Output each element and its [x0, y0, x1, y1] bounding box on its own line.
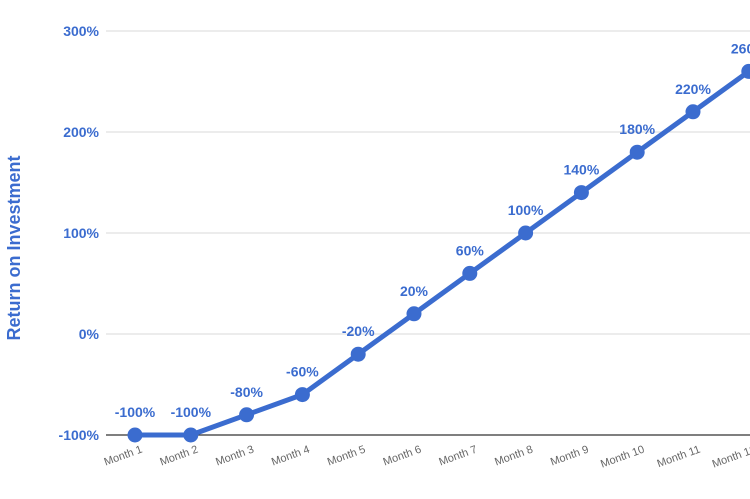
data-label: 60%	[456, 242, 485, 258]
data-label: -100%	[115, 404, 156, 420]
series-line	[132, 68, 750, 438]
series-roi	[127, 63, 750, 443]
x-tick-label: Month 3	[214, 444, 255, 469]
x-tick-label: Month 6	[382, 444, 423, 469]
x-axis-ticks: Month 1 Month 2 Month 3 Month 4 Month 5 Month…	[103, 444, 750, 471]
x-tick-label: Month 2	[158, 444, 199, 469]
data-label: -100%	[171, 404, 212, 420]
y-axis-label: Return on Investment	[4, 155, 24, 340]
data-point	[573, 185, 589, 201]
y-tick-label: 300%	[63, 23, 99, 39]
x-tick-label: Month 8	[493, 444, 534, 469]
data-point	[127, 427, 143, 443]
data-labels: -100% -100% -80% -60% -20% 20% 60% 100% 140% 180%…	[115, 40, 750, 420]
data-label: -20%	[342, 323, 375, 339]
data-point	[350, 346, 366, 362]
data-point	[629, 144, 645, 160]
data-label: -80%	[230, 384, 263, 400]
y-tick-label: 100%	[63, 225, 99, 241]
data-point	[518, 225, 534, 241]
data-label: 180%	[619, 121, 655, 137]
x-tick-label: Month 5	[326, 444, 367, 469]
y-axis-ticks: -100% 0% 100% 200% 300%	[59, 23, 100, 443]
gridlines	[106, 30, 750, 436]
x-tick-label: Month 9	[549, 444, 590, 469]
data-label: 140%	[563, 162, 599, 178]
y-tick-label: -100%	[59, 427, 100, 443]
x-tick-label: Month 11	[656, 444, 702, 471]
data-label: 100%	[508, 202, 544, 218]
data-point	[741, 63, 750, 79]
x-tick-label: Month 12	[711, 444, 750, 471]
data-point	[183, 427, 199, 443]
data-point	[406, 306, 422, 322]
data-point	[462, 265, 478, 281]
data-label: -60%	[286, 364, 319, 380]
x-tick-label: Month 7	[437, 444, 478, 469]
data-point	[294, 387, 310, 403]
data-label: 20%	[400, 283, 429, 299]
data-point	[239, 407, 255, 423]
y-tick-label: 0%	[79, 326, 100, 342]
y-tick-label: 200%	[63, 124, 99, 140]
x-tick-label: Month 10	[599, 444, 646, 471]
data-point	[685, 104, 701, 120]
data-label: 260%	[731, 40, 750, 56]
x-tick-label: Month 1	[103, 444, 144, 469]
data-label: 220%	[675, 81, 711, 97]
x-tick-label: Month 4	[270, 444, 311, 469]
